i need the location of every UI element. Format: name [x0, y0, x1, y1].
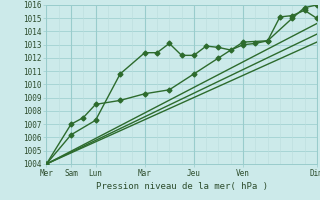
- X-axis label: Pression niveau de la mer( hPa ): Pression niveau de la mer( hPa ): [96, 182, 268, 191]
